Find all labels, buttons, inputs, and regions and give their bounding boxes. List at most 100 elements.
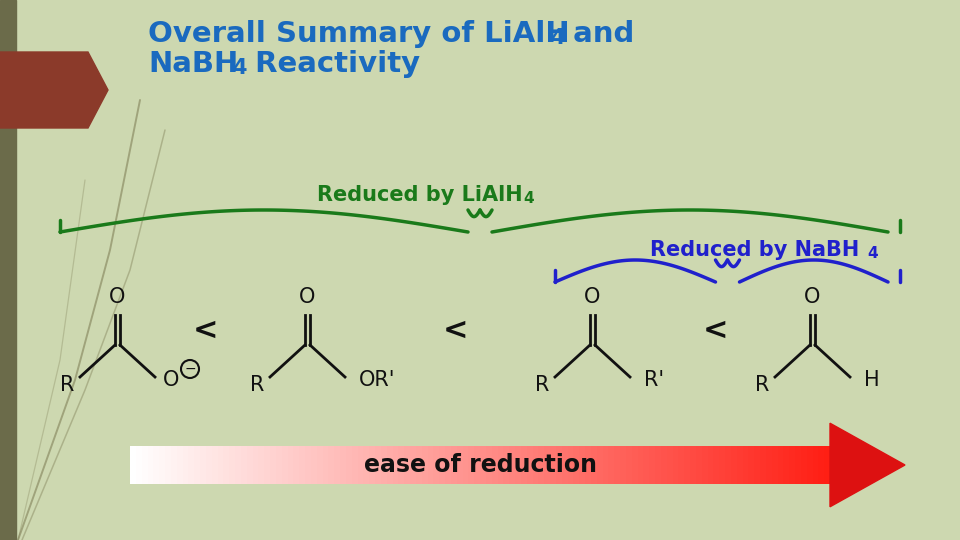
Bar	[404, 446, 411, 484]
Bar	[649, 446, 656, 484]
Polygon shape	[0, 52, 108, 128]
Bar	[323, 446, 329, 484]
Text: R: R	[535, 375, 549, 395]
Text: Reduced by NaBH: Reduced by NaBH	[650, 240, 859, 260]
Text: <: <	[443, 315, 468, 345]
Bar	[556, 446, 563, 484]
Bar	[749, 446, 755, 484]
Text: −: −	[184, 362, 196, 376]
Bar	[696, 446, 702, 484]
Bar	[544, 446, 550, 484]
Bar	[497, 446, 504, 484]
Bar	[725, 446, 732, 484]
Bar	[0, 0, 16, 540]
Bar	[188, 446, 195, 484]
Text: O: O	[299, 287, 315, 307]
Bar	[480, 446, 487, 484]
Bar	[620, 446, 626, 484]
Bar	[370, 446, 375, 484]
Bar	[182, 446, 189, 484]
Bar	[421, 446, 428, 484]
Bar	[165, 446, 171, 484]
Bar	[731, 446, 737, 484]
Text: R: R	[755, 375, 769, 395]
Bar	[492, 446, 498, 484]
Bar	[509, 446, 516, 484]
Bar	[825, 446, 830, 484]
Text: H: H	[864, 370, 879, 390]
Bar	[224, 446, 229, 484]
Bar	[474, 446, 481, 484]
Bar	[381, 446, 387, 484]
Bar	[177, 446, 183, 484]
Text: R: R	[250, 375, 264, 395]
Bar	[142, 446, 148, 484]
Bar	[328, 446, 335, 484]
Bar	[235, 446, 241, 484]
Bar	[229, 446, 235, 484]
Bar	[778, 446, 783, 484]
Bar	[684, 446, 690, 484]
Bar	[550, 446, 557, 484]
Bar	[445, 446, 451, 484]
Bar	[294, 446, 300, 484]
Bar	[660, 446, 667, 484]
Bar	[159, 446, 165, 484]
Bar	[562, 446, 568, 484]
Bar	[252, 446, 259, 484]
Bar	[200, 446, 206, 484]
Bar	[609, 446, 614, 484]
Bar	[713, 446, 720, 484]
Text: 4: 4	[867, 246, 877, 261]
Bar	[194, 446, 201, 484]
Bar	[439, 446, 445, 484]
Bar	[567, 446, 574, 484]
Bar	[398, 446, 405, 484]
Bar	[387, 446, 393, 484]
Bar	[643, 446, 650, 484]
Bar	[433, 446, 440, 484]
Bar	[521, 446, 527, 484]
Text: O: O	[163, 370, 180, 390]
Bar	[416, 446, 422, 484]
Text: OR': OR'	[359, 370, 396, 390]
Bar	[148, 446, 154, 484]
Bar	[702, 446, 708, 484]
Polygon shape	[830, 423, 905, 507]
Bar	[463, 446, 468, 484]
Bar	[597, 446, 603, 484]
Bar	[357, 446, 364, 484]
Bar	[585, 446, 591, 484]
Bar	[760, 446, 766, 484]
Bar	[351, 446, 358, 484]
Bar	[247, 446, 253, 484]
Bar	[755, 446, 760, 484]
Bar	[211, 446, 218, 484]
Bar	[300, 446, 305, 484]
Bar	[363, 446, 370, 484]
Bar	[539, 446, 544, 484]
Bar	[135, 446, 142, 484]
Bar	[632, 446, 638, 484]
Text: 4: 4	[523, 191, 534, 206]
Bar	[287, 446, 294, 484]
Bar	[673, 446, 679, 484]
Bar	[579, 446, 586, 484]
Bar	[742, 446, 749, 484]
Text: and: and	[563, 20, 635, 48]
Bar	[154, 446, 159, 484]
Text: Reactivity: Reactivity	[245, 50, 420, 78]
Bar	[270, 446, 276, 484]
Bar	[241, 446, 247, 484]
Bar	[258, 446, 265, 484]
Bar	[305, 446, 311, 484]
Text: R: R	[60, 375, 74, 395]
Bar	[427, 446, 434, 484]
Bar	[795, 446, 802, 484]
Text: 4: 4	[232, 58, 247, 78]
Bar	[317, 446, 323, 484]
Text: ease of reduction: ease of reduction	[364, 453, 596, 477]
Bar	[340, 446, 347, 484]
Text: Reduced by LiAlH: Reduced by LiAlH	[317, 185, 523, 205]
Bar	[264, 446, 271, 484]
